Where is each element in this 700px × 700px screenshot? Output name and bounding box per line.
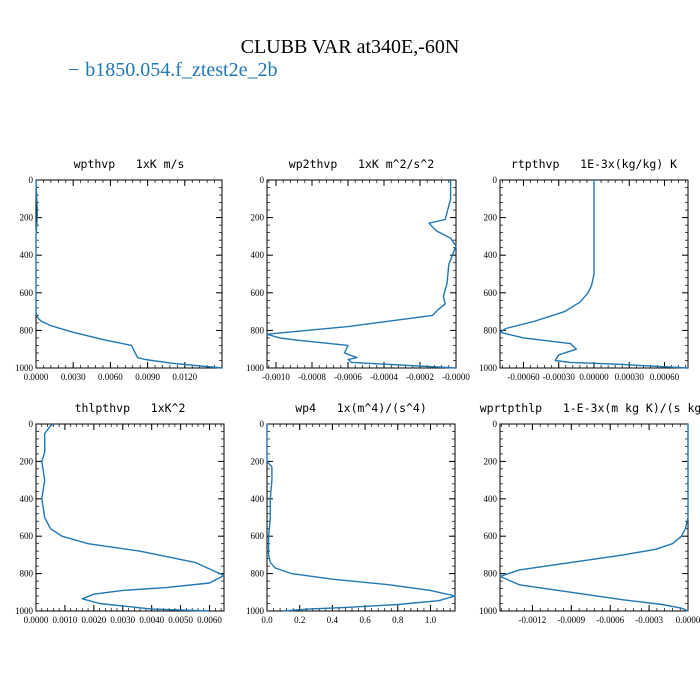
- y-tick-label: 800: [251, 325, 265, 335]
- x-tick-label: -0.00030: [543, 372, 576, 382]
- x-tick-label: 0.4: [327, 615, 339, 625]
- y-tick-label: 400: [484, 494, 498, 504]
- y-tick-label: 1000: [479, 363, 498, 373]
- y-tick-label: 400: [20, 494, 34, 504]
- x-tick-label: 1.0: [425, 615, 437, 625]
- chart-panel: rtpthvp 1E-3x(kg/kg) K-0.00060 -0.00030 0.…: [479, 157, 689, 382]
- legend: − b1850.054.f_ztest2e_2b: [68, 59, 277, 82]
- y-tick-label: 400: [251, 494, 265, 504]
- x-tick-label: 0.0030: [110, 615, 135, 625]
- y-tick-label: 0: [493, 175, 498, 185]
- x-tick-label: -0.0006: [596, 615, 624, 625]
- panel-title: wprtpthlp 1-E-3x(m kg K)/(s kg): [480, 401, 700, 415]
- x-tick-label: 0.0010: [53, 615, 78, 625]
- y-tick-label: 600: [484, 531, 498, 541]
- y-tick-label: 600: [251, 531, 265, 541]
- x-tick-label: 0.6: [359, 615, 371, 625]
- x-tick-label: 0.0090: [135, 372, 160, 382]
- y-tick-label: 200: [251, 213, 265, 223]
- legend-line-icon: −: [68, 59, 80, 81]
- x-tick-label: -0.0009: [557, 615, 585, 625]
- y-tick-label: 1000: [246, 363, 265, 373]
- series-line: [499, 424, 689, 612]
- panel-title: thlpthvp 1xK^2: [75, 401, 186, 415]
- y-tick-label: 800: [20, 325, 34, 335]
- y-tick-label: 200: [251, 456, 265, 466]
- x-tick-label: 0.0000: [676, 615, 700, 625]
- y-tick-label: 600: [484, 288, 498, 298]
- x-tick-label: 0.0030: [61, 372, 86, 382]
- x-tick-label: 0.00000: [579, 372, 609, 382]
- x-tick-label: -0.0008: [298, 372, 326, 382]
- x-tick-label: -0.0004: [370, 372, 398, 382]
- page-title: CLUBB VAR at340E,-60N: [240, 36, 460, 58]
- x-tick-label: 0.0050: [168, 615, 193, 625]
- plot-frame: [266, 423, 456, 612]
- y-tick-label: 400: [484, 250, 498, 260]
- y-tick-label: 200: [484, 456, 498, 466]
- y-tick-label: 1000: [479, 606, 498, 616]
- x-tick-label: 0.0: [261, 615, 273, 625]
- y-tick-label: 400: [251, 250, 265, 260]
- y-tick-label: 1000: [246, 606, 265, 616]
- panel-title: wp4 1x(m^4)/(s^4): [295, 401, 427, 415]
- series-line: [266, 424, 456, 612]
- x-tick-label: -0.0012: [519, 615, 547, 625]
- x-tick-label: -0.0010: [262, 372, 290, 382]
- x-tick-label: 0.0060: [197, 615, 222, 625]
- chart-panel: wp4 1x(m^4)/(s^4) 0.0 0.2 0.4 0.6 0.8 1.0 0 200 4…: [246, 401, 456, 625]
- x-tick-label: -0.0003: [635, 615, 663, 625]
- chart-panel: wpthvp 1xK m/s 0.0000 0.0030 0.0060 0.0090 0.…: [15, 157, 223, 382]
- y-tick-label: 0: [260, 419, 265, 429]
- x-tick-label: -0.0002: [406, 372, 434, 382]
- series-line: [41, 423, 225, 612]
- chart-panel: thlpthvp 1xK^2 0.0000 0.0010 0.0020 0.0030 0.…: [15, 401, 225, 625]
- panel-title: rtpthvp 1E-3x(kg/kg) K: [511, 157, 677, 171]
- chart-panel: wp2thvp 1xK m^2/s^2 -0.0010 -0.0008 -0.0006…: [246, 157, 470, 382]
- y-tick-label: 600: [251, 288, 265, 298]
- x-tick-label: 0.0000: [24, 372, 49, 382]
- x-tick-label: 0.0040: [139, 615, 164, 625]
- plot-frame: [266, 179, 457, 369]
- y-tick-label: 800: [20, 569, 34, 579]
- y-tick-label: 800: [484, 325, 498, 335]
- y-tick-label: 200: [20, 213, 34, 223]
- plot-frame: [499, 423, 689, 612]
- x-tick-label: -0.00060: [507, 372, 540, 382]
- x-tick-label: -0.0006: [334, 372, 362, 382]
- y-tick-label: 0: [29, 419, 34, 429]
- x-tick-label: 0.00060: [650, 372, 680, 382]
- x-tick-label: 0.0000: [24, 615, 49, 625]
- y-tick-label: 0: [493, 419, 498, 429]
- x-tick-label: 0.00030: [615, 372, 645, 382]
- x-tick-label: 0.0120: [172, 372, 197, 382]
- y-tick-label: 400: [20, 250, 34, 260]
- y-tick-label: 1000: [15, 606, 34, 616]
- y-tick-label: 600: [20, 531, 34, 541]
- y-tick-label: 800: [251, 569, 265, 579]
- series-line: [499, 180, 689, 369]
- panel-title: wp2thvp 1xK m^2/s^2: [289, 157, 434, 171]
- x-tick-label: 0.0060: [98, 372, 123, 382]
- y-tick-label: 200: [484, 213, 498, 223]
- x-tick-label: 0.8: [392, 615, 404, 625]
- y-tick-label: 0: [29, 175, 34, 185]
- y-tick-label: 600: [20, 288, 34, 298]
- y-tick-label: 800: [484, 569, 498, 579]
- panel-title: wpthvp 1xK m/s: [74, 157, 185, 171]
- series-line: [35, 179, 223, 369]
- y-tick-label: 0: [260, 175, 265, 185]
- plot-frame: [35, 179, 223, 369]
- chart-panel: wprtpthlp 1-E-3x(m kg K)/(s kg) -0.0012 -0…: [479, 401, 700, 625]
- plot-frame: [35, 423, 225, 612]
- x-tick-label: -0.0000: [442, 372, 470, 382]
- legend-label: b1850.054.f_ztest2e_2b: [85, 59, 278, 81]
- y-tick-label: 1000: [15, 363, 34, 373]
- x-tick-label: 0.2: [294, 615, 305, 625]
- series-line: [266, 180, 457, 369]
- x-tick-label: 0.0020: [81, 615, 106, 625]
- y-tick-label: 200: [20, 456, 34, 466]
